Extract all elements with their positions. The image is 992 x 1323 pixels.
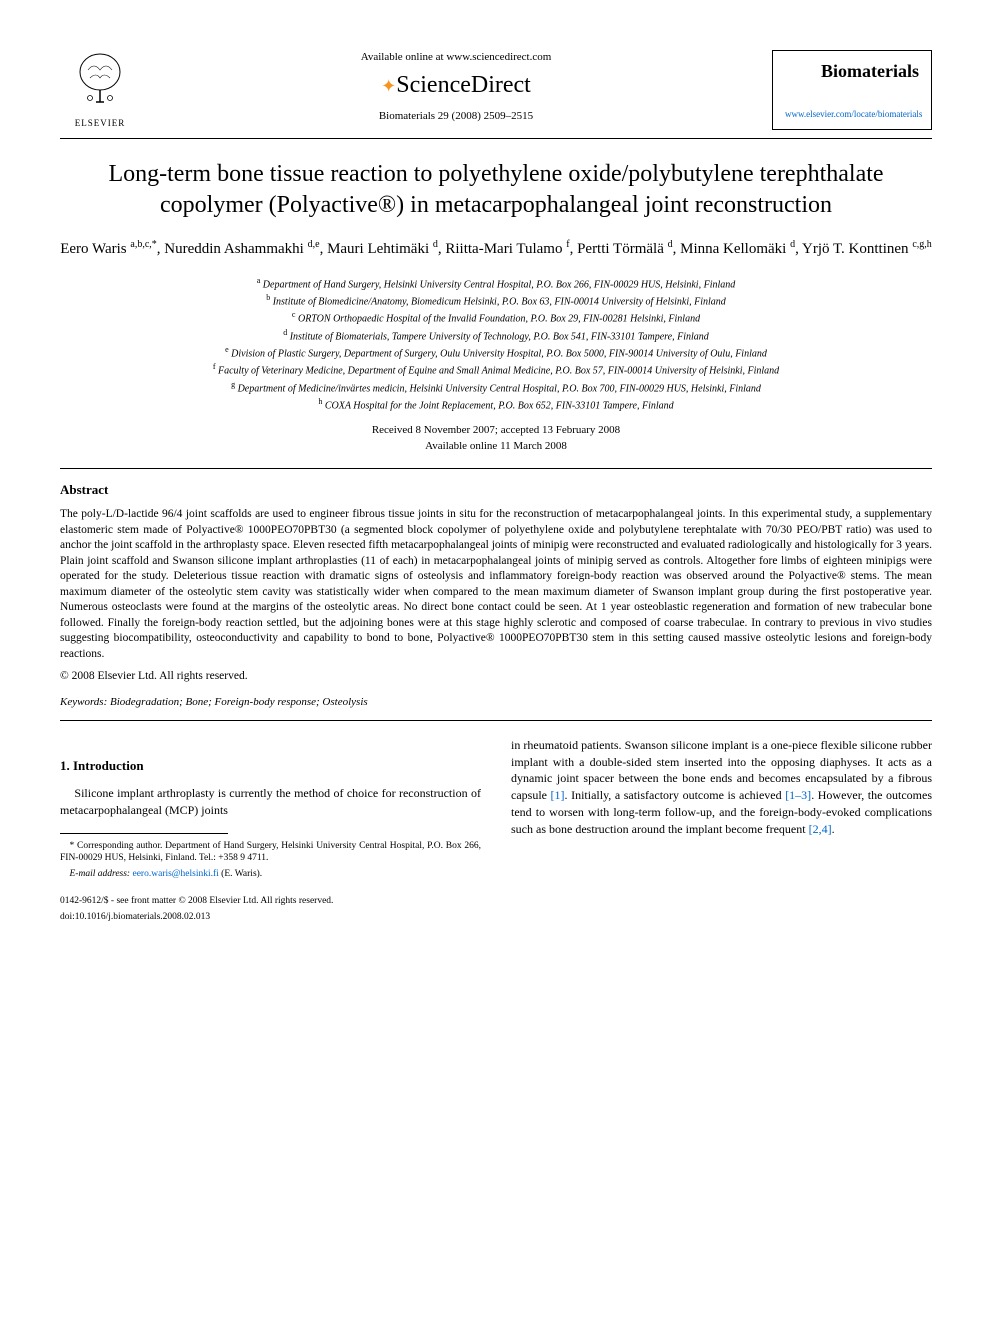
- affiliation-item: g Department of Medicine/invärtes medici…: [60, 379, 932, 396]
- journal-box: Biomaterials www.elsevier.com/locate/bio…: [772, 50, 932, 130]
- keywords-text: Biodegradation; Bone; Foreign-body respo…: [110, 696, 368, 708]
- copyright-text: © 2008 Elsevier Ltd. All rights reserved…: [60, 668, 932, 684]
- intro-paragraph: Silicone implant arthroplasty is current…: [60, 785, 481, 819]
- ref-link[interactable]: [1]: [551, 788, 565, 802]
- intro-text: . Initially, a satisfactory outcome is a…: [565, 788, 786, 802]
- email-name: (E. Waris).: [221, 869, 262, 879]
- center-header: Available online at www.sciencedirect.co…: [140, 50, 772, 124]
- affiliation-item: f Faculty of Veterinary Medicine, Depart…: [60, 361, 932, 378]
- intro-text: .: [832, 822, 835, 836]
- journal-url-link[interactable]: www.elsevier.com/locate/biomaterials: [785, 108, 919, 121]
- issn-line: 0142-9612/$ - see front matter © 2008 El…: [60, 895, 481, 907]
- received-accepted: Received 8 November 2007; accepted 13 Fe…: [60, 423, 932, 438]
- divider: [60, 720, 932, 721]
- affiliation-item: b Institute of Biomedicine/Anatomy, Biom…: [60, 292, 932, 309]
- divider: [60, 138, 932, 139]
- author-list: Eero Waris a,b,c,*, Nureddin Ashammakhi …: [60, 237, 932, 261]
- elsevier-logo: ELSEVIER: [60, 50, 140, 130]
- intro-paragraph-col2: in rheumatoid patients. Swanson silicone…: [511, 737, 932, 838]
- page-header: ELSEVIER Available online at www.science…: [60, 50, 932, 130]
- affiliation-item: e Division of Plastic Surgery, Departmen…: [60, 344, 932, 361]
- sd-logo-text: ScienceDirect: [396, 72, 531, 98]
- divider: [60, 468, 932, 469]
- left-column: 1. Introduction Silicone implant arthrop…: [60, 737, 481, 928]
- email-link[interactable]: eero.waris@helsinki.fi: [132, 869, 218, 879]
- email-label: E-mail address:: [70, 869, 131, 879]
- sciencedirect-logo: ✦ScienceDirect: [140, 69, 772, 103]
- available-online-text: Available online at www.sciencedirect.co…: [140, 50, 772, 65]
- affiliation-item: a Department of Hand Surgery, Helsinki U…: [60, 275, 932, 292]
- footnote-separator: [60, 833, 228, 834]
- article-dates: Received 8 November 2007; accepted 13 Fe…: [60, 423, 932, 454]
- elsevier-tree-icon: [70, 50, 130, 110]
- article-title: Long-term bone tissue reaction to polyet…: [100, 159, 892, 221]
- ref-link[interactable]: [1–3]: [785, 788, 811, 802]
- keywords-label: Keywords:: [60, 696, 107, 708]
- intro-heading: 1. Introduction: [60, 757, 481, 775]
- abstract-heading: Abstract: [60, 481, 932, 499]
- journal-name: Biomaterials: [785, 59, 919, 84]
- affiliation-item: d Institute of Biomaterials, Tampere Uni…: [60, 327, 932, 344]
- email-footnote: E-mail address: eero.waris@helsinki.fi (…: [60, 868, 481, 880]
- ref-link[interactable]: [2,4]: [809, 822, 832, 836]
- right-column: in rheumatoid patients. Swanson silicone…: [511, 737, 932, 928]
- flame-icon: ✦: [381, 76, 396, 96]
- corresponding-author-footnote: * Corresponding author. Department of Ha…: [60, 840, 481, 865]
- citation-text: Biomaterials 29 (2008) 2509–2515: [140, 109, 772, 124]
- abstract-text: The poly-L/D-lactide 96/4 joint scaffold…: [60, 507, 932, 662]
- doi-line: doi:10.1016/j.biomaterials.2008.02.013: [60, 911, 481, 923]
- affiliation-item: h COXA Hospital for the Joint Replacemen…: [60, 396, 932, 413]
- keywords: Keywords: Biodegradation; Bone; Foreign-…: [60, 695, 932, 710]
- elsevier-label: ELSEVIER: [60, 117, 140, 130]
- affiliation-item: c ORTON Orthopaedic Hospital of the Inva…: [60, 309, 932, 326]
- two-column-body: 1. Introduction Silicone implant arthrop…: [60, 737, 932, 928]
- available-online: Available online 11 March 2008: [60, 439, 932, 454]
- affiliation-list: a Department of Hand Surgery, Helsinki U…: [60, 275, 932, 414]
